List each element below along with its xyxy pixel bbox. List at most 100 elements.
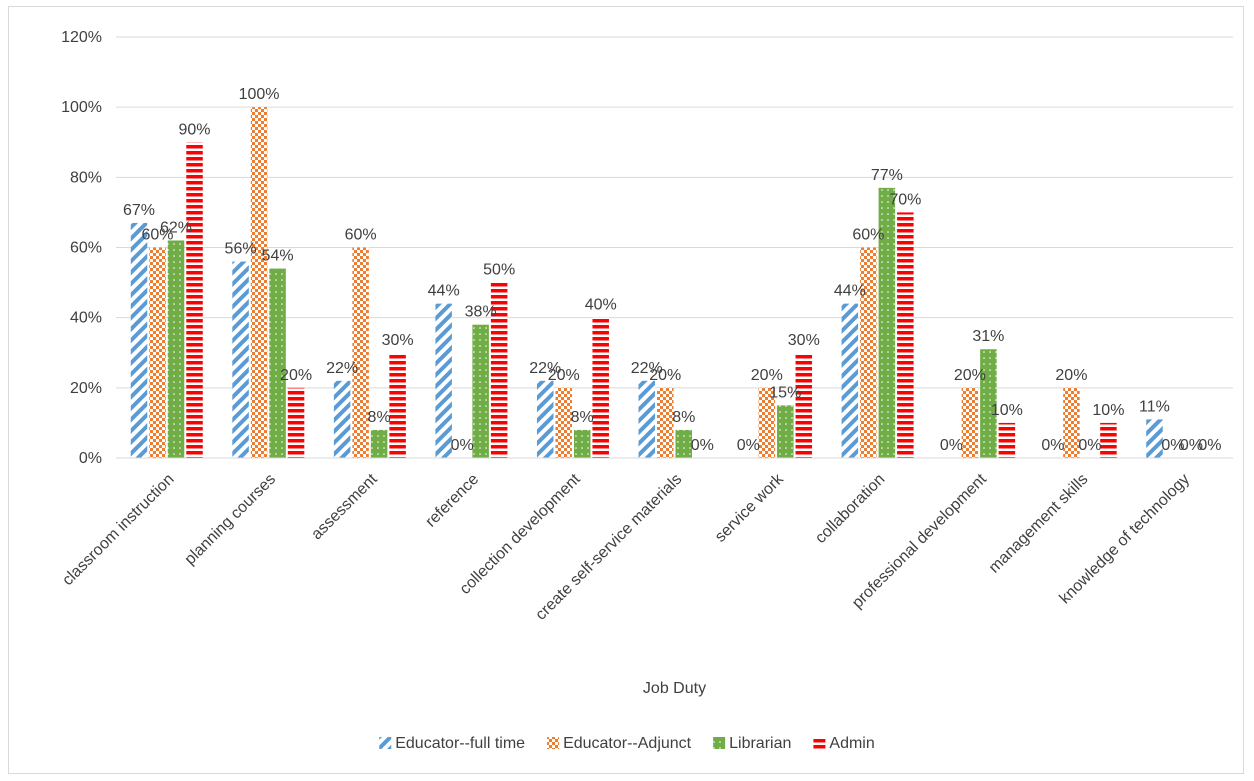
legend-label-librarian: Librarian: [729, 735, 791, 752]
bar-admin-service-work: [795, 352, 813, 458]
data-label-librarian-classroom-instruction: 62%: [160, 219, 192, 236]
data-label-admin-planning-courses: 20%: [280, 367, 312, 384]
data-label-librarian-knowledge-of-technology: 0%: [1180, 437, 1203, 454]
data-label-librarian-planning-courses: 54%: [262, 248, 294, 265]
bar-educator-adjunct-create-self-service-materials: [657, 387, 674, 458]
data-label-educator-full-time-create-self-service-materials: 22%: [631, 360, 663, 377]
bar-educator-adjunct-professional-development: [961, 387, 979, 458]
category-label-collaboration: collaboration: [812, 471, 888, 547]
bar-educator-full-time-assessment: [333, 380, 351, 458]
data-label-educator-full-time-management-skills: 0%: [1041, 437, 1064, 454]
legend-item-educator-full-time: Educator--full time: [379, 735, 525, 752]
legend-swatch-admin: [813, 737, 826, 749]
legend-item-admin: Admin: [813, 735, 875, 752]
data-label-librarian-create-self-service-materials: 8%: [672, 409, 695, 426]
y-tick-label: 20%: [70, 380, 102, 397]
data-label-educator-full-time-classroom-instruction: 67%: [123, 202, 155, 219]
data-label-admin-service-work: 30%: [788, 332, 820, 349]
data-label-educator-adjunct-classroom-instruction: 60%: [142, 227, 174, 244]
data-label-educator-full-time-assessment: 22%: [326, 360, 358, 377]
bar-librarian-planning-courses: [269, 268, 286, 458]
x-axis-title: Job Duty: [643, 680, 706, 697]
data-label-educator-adjunct-professional-development: 20%: [954, 367, 986, 384]
bar-educator-adjunct-planning-courses: [250, 107, 268, 459]
data-label-educator-adjunct-create-self-service-materials: 20%: [649, 367, 681, 384]
data-label-educator-full-time-collection-development: 22%: [529, 360, 561, 377]
data-label-librarian-service-work: 15%: [769, 384, 801, 401]
category-label-service-work: service work: [712, 470, 788, 546]
category-label-management-skills: management skills: [986, 471, 1092, 577]
y-axis-ticks: 0% 20% 40% 60% 80% 100% 120%: [61, 29, 102, 467]
data-label-librarian-professional-development: 31%: [972, 328, 1004, 345]
data-label-educator-adjunct-management-skills: 20%: [1055, 367, 1087, 384]
bar-librarian-professional-development: [980, 349, 997, 458]
y-tick-label: 40%: [70, 310, 102, 327]
grid-lines: [116, 36, 1233, 389]
chart-frame: 0% 20% 40% 60% 80% 100% 120% 67% 60% 62% 90% 56% 10…: [8, 6, 1244, 774]
bar-admin-collaboration: [897, 212, 914, 458]
y-tick-label: 60%: [70, 240, 102, 257]
legend: Educator--full time Educator--Adjunct Libr…: [379, 735, 875, 752]
bar-admin-professional-development: [998, 422, 1016, 458]
bar-educator-full-time-collection-development: [536, 380, 554, 458]
data-label-librarian-assessment: 8%: [368, 409, 391, 426]
bar-chart: 0%20%40%60%80%100%120% 67%60%62%90%56%10…: [59, 29, 1233, 752]
legend-swatch-librarian: [713, 737, 726, 749]
bar-educator-full-time-create-self-service-materials: [638, 380, 655, 458]
data-label-admin-assessment: 30%: [382, 332, 414, 349]
data-label-admin-management-skills: 10%: [1092, 402, 1124, 419]
data-label-educator-adjunct-reference: 0%: [451, 437, 474, 454]
bar-admin-planning-courses: [287, 387, 305, 458]
category-label-planning-courses: planning courses: [182, 471, 280, 569]
bar-educator-adjunct-classroom-instruction: [149, 247, 166, 458]
bar-librarian-classroom-instruction: [167, 240, 185, 458]
data-label-librarian-collection-development: 8%: [571, 409, 594, 426]
data-label-admin-professional-development: 10%: [991, 402, 1023, 419]
bar-educator-adjunct-collection-development: [555, 387, 572, 458]
legend-swatch-educator-full-time: [379, 737, 392, 749]
legend-label-admin: Admin: [829, 735, 874, 752]
y-tick-label: 100%: [61, 99, 102, 116]
data-label-educator-full-time-planning-courses: 56%: [225, 241, 257, 258]
data-label-librarian-collaboration: 77%: [871, 167, 903, 184]
y-tick-label: 80%: [70, 169, 102, 186]
category-label-classroom-instruction: classroom instruction: [59, 471, 177, 589]
bar-educator-full-time-classroom-instruction: [130, 222, 148, 458]
data-label-educator-adjunct-collection-development: 20%: [548, 367, 580, 384]
data-labels: 67%60%62%90%56%100%54%20% 22%60%8%30%44%0…: [123, 86, 1222, 454]
legend-label-educator-full-time: Educator--full time: [395, 735, 525, 752]
data-label-admin-knowledge-of-technology: 0%: [1198, 437, 1221, 454]
bar-librarian-service-work: [777, 405, 794, 458]
data-label-admin-collection-development: 40%: [585, 297, 617, 314]
bar-educator-adjunct-management-skills: [1063, 387, 1080, 458]
data-label-educator-full-time-reference: 44%: [428, 283, 460, 300]
bars: [130, 107, 1163, 459]
bar-librarian-collection-development: [573, 429, 591, 458]
bar-educator-full-time-collaboration: [841, 303, 859, 458]
bar-educator-adjunct-assessment: [352, 247, 369, 458]
data-label-librarian-reference: 38%: [465, 304, 497, 321]
data-label-librarian-management-skills: 0%: [1078, 437, 1101, 454]
data-label-admin-classroom-instruction: 90%: [179, 121, 211, 138]
bar-librarian-assessment: [370, 429, 388, 458]
bar-admin-collection-development: [592, 317, 609, 458]
data-label-educator-full-time-service-work: 0%: [737, 437, 760, 454]
category-label-reference: reference: [422, 471, 482, 531]
category-label-assessment: assessment: [308, 470, 381, 543]
data-label-admin-create-self-service-materials: 0%: [691, 437, 714, 454]
category-labels: classroom instruction planning courses ass…: [59, 470, 1193, 624]
data-label-educator-full-time-knowledge-of-technology: 11%: [1139, 398, 1170, 415]
bar-educator-full-time-knowledge-of-technology: [1146, 419, 1163, 458]
bar-admin-classroom-instruction: [186, 142, 203, 458]
legend-swatch-educator-adjunct: [547, 737, 560, 749]
legend-label-educator-adjunct: Educator--Adjunct: [563, 735, 692, 752]
bar-educator-adjunct-service-work: [758, 387, 776, 458]
bar-educator-full-time-planning-courses: [232, 261, 249, 458]
data-label-educator-adjunct-service-work: 20%: [751, 367, 783, 384]
data-label-educator-adjunct-planning-courses: 100%: [239, 86, 280, 103]
bar-librarian-reference: [472, 324, 489, 458]
bar-librarian-create-self-service-materials: [675, 429, 692, 458]
data-label-educator-full-time-collaboration: 44%: [834, 283, 866, 300]
data-label-admin-reference: 50%: [483, 262, 515, 279]
data-label-educator-full-time-professional-development: 0%: [940, 437, 963, 454]
